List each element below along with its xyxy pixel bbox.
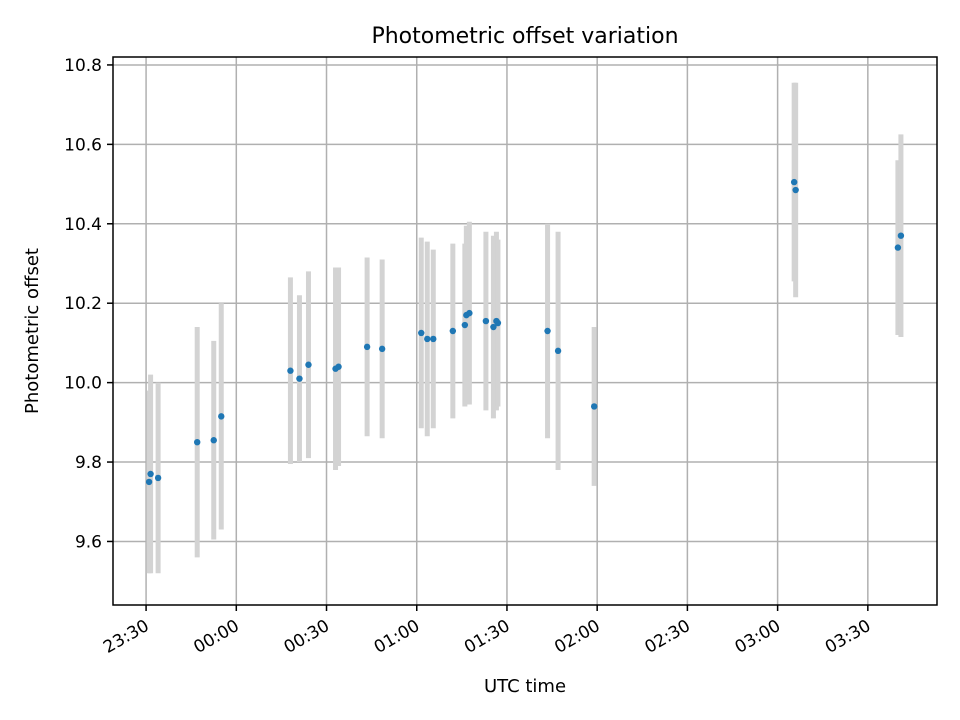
data-point — [494, 319, 502, 327]
data-point — [287, 367, 294, 374]
data-point — [894, 244, 902, 251]
data-point — [430, 335, 437, 343]
y-tick-label: 10.4 — [64, 215, 102, 235]
point-layer — [145, 178, 905, 486]
y-tick-label: 9.8 — [75, 453, 102, 473]
data-point — [218, 413, 225, 420]
data-point — [554, 347, 562, 355]
x-tick-label: 02:30 — [641, 616, 693, 658]
x-tick-label: 01:30 — [461, 616, 513, 658]
grid-layer — [113, 57, 937, 605]
errorbar-layer — [146, 82, 904, 574]
y-tick-label: 10.2 — [64, 294, 102, 314]
data-point — [461, 321, 469, 329]
data-point — [418, 329, 425, 337]
x-tick-label: 03:30 — [822, 616, 874, 658]
data-point — [296, 375, 303, 382]
x-axis-label: UTC time — [484, 676, 566, 697]
y-tick-label: 10.8 — [64, 56, 102, 76]
data-point — [790, 178, 798, 186]
x-tick-label: 01:00 — [371, 616, 423, 658]
data-point — [363, 343, 371, 351]
data-point — [544, 327, 551, 335]
x-tick-label: 00:30 — [281, 616, 333, 658]
data-point — [305, 361, 312, 368]
y-tick-label: 9.6 — [75, 532, 102, 552]
data-point — [194, 438, 201, 446]
y-tick-label: 10.0 — [64, 374, 102, 394]
data-point — [792, 186, 799, 194]
data-point — [490, 323, 497, 331]
x-tick-label: 02:00 — [551, 616, 603, 658]
data-point — [378, 345, 386, 353]
data-point — [482, 317, 490, 325]
data-point — [424, 335, 431, 343]
plot-frame — [112, 56, 938, 606]
y-axis-label: Photometric offset — [22, 248, 43, 414]
x-tick-label: 23:30 — [100, 616, 152, 658]
data-point — [335, 363, 342, 370]
data-point — [466, 309, 473, 317]
data-point — [145, 478, 153, 486]
x-tick-label: 03:00 — [732, 616, 784, 658]
x-tick-label: 00:00 — [190, 616, 242, 658]
data-point — [154, 474, 162, 482]
data-point — [897, 232, 905, 239]
data-point — [147, 470, 154, 478]
data-point — [210, 437, 217, 444]
data-point — [590, 403, 598, 410]
y-axis-ticks: 9.6 9.8 10.0 10.2 10.4 10.6 10.8 — [64, 56, 113, 552]
chart-title: Photometric offset variation — [371, 24, 678, 49]
x-axis-ticks: 23:30 00:00 00:30 01:00 01:30 02:00 02:30 03:00… — [100, 605, 874, 658]
y-tick-label: 10.6 — [64, 135, 102, 155]
data-point — [449, 327, 457, 335]
